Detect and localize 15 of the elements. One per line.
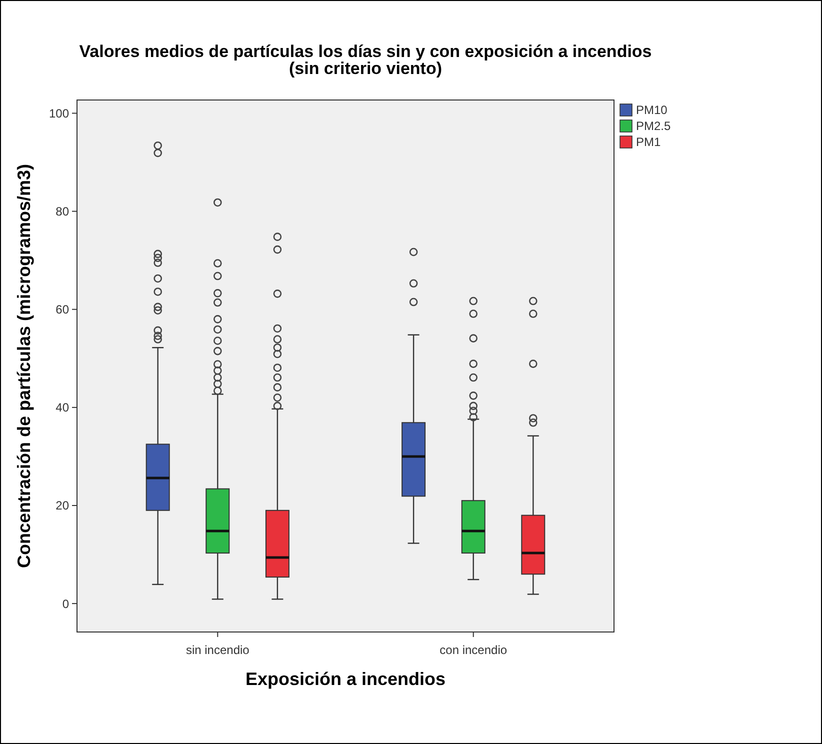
y-tick-label: 20 [56,498,70,513]
legend-label: PM2.5 [636,119,672,133]
x-axis-title: Exposición a incendios [245,669,446,689]
x-tick-label: sin incendio [186,643,250,657]
y-tick-label: 60 [56,302,70,317]
y-tick-label: 80 [56,204,70,219]
legend-label: PM10 [636,103,668,117]
chart-subtitle: (sin criterio viento) [288,59,442,78]
y-axis-title: Concentración de partículas (microgramos/m3) [14,164,34,568]
y-tick-label: 100 [48,106,70,120]
y-tick-label: 0 [62,596,70,611]
legend-label: PM1 [636,135,661,149]
chart-title: Valores medios de partículas los días sin y con exposición a incendios [79,42,652,61]
y-tick-label: 40 [56,400,70,415]
x-tick-label: con incendio [440,643,508,657]
